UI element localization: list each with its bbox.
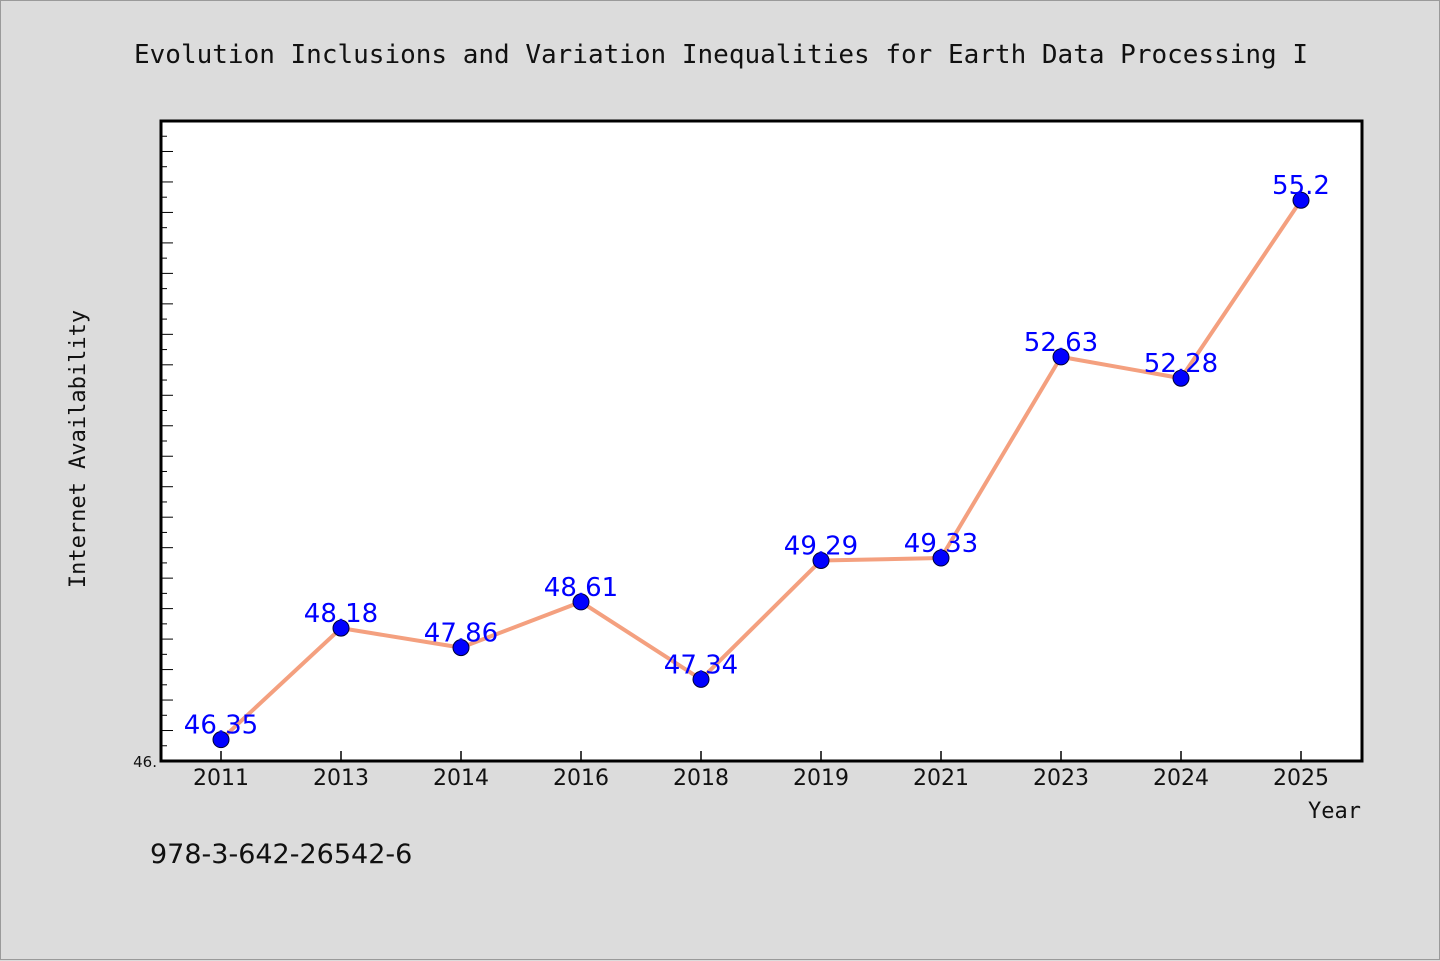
data-point (692, 670, 710, 688)
data-point (932, 549, 950, 567)
x-tick-label: 2013 (313, 766, 369, 791)
data-label: 52.28 (1144, 349, 1218, 379)
plot-frame (159, 119, 1364, 763)
data-label: 47.34 (664, 650, 738, 680)
data-label: 52.63 (1024, 328, 1098, 358)
data-point (1292, 191, 1310, 209)
x-tick-label: 2023 (1033, 766, 1089, 791)
data-label: 48.61 (544, 573, 618, 603)
series-line (219, 198, 1303, 742)
chart-title: Evolution Inclusions and Variation Inequ… (134, 40, 1308, 70)
data-label: 46.35 (184, 711, 258, 741)
isbn-footer: 978-3-642-26542-6 (150, 839, 412, 870)
plot-area (161, 121, 1362, 761)
data-label: 49.29 (784, 531, 858, 561)
data-label: 47.86 (424, 619, 498, 649)
data-point (1172, 369, 1190, 387)
data-point (572, 593, 590, 611)
x-tick-label: 2021 (913, 766, 969, 791)
data-point (812, 551, 830, 569)
x-axis-label: Year (1308, 799, 1361, 824)
x-tick-label: 2024 (1153, 766, 1209, 791)
x-axis-ticks: 2011 2013 2014 2016 2018 2019 2021 2023 2024 2025 (193, 751, 1329, 791)
data-label: 48.18 (304, 599, 378, 629)
x-tick-label: 2011 (193, 766, 249, 791)
data-markers (212, 191, 1310, 749)
y-axis-ticks (161, 135, 173, 747)
y-axis-label: Internet Availability (66, 310, 91, 588)
data-point (212, 731, 230, 749)
x-tick-label: 2019 (793, 766, 849, 791)
data-label: 55.2 (1272, 171, 1330, 201)
x-tick-label: 2014 (433, 766, 489, 791)
y-axis-min-label: 46. (133, 753, 157, 771)
data-point (1052, 348, 1070, 366)
data-label: 49.33 (904, 529, 978, 559)
data-labels: 46.35 48.18 47.86 48.61 47.34 49.29 49.33 52.63… (184, 171, 1330, 740)
x-tick-label: 2016 (553, 766, 609, 791)
data-point (332, 619, 350, 637)
data-point (452, 639, 470, 657)
x-tick-label: 2025 (1273, 766, 1329, 791)
x-tick-label: 2018 (673, 766, 729, 791)
